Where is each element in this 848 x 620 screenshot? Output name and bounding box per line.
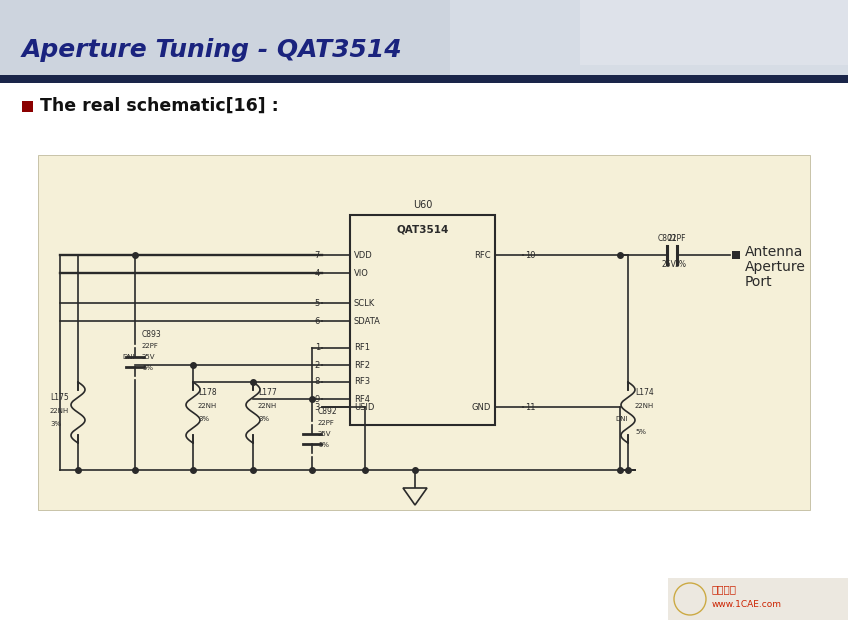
Text: 25V: 25V: [318, 431, 332, 437]
Text: 22NH: 22NH: [198, 403, 217, 409]
Text: 25V: 25V: [142, 354, 155, 360]
Text: 9: 9: [315, 394, 320, 404]
Text: 3%: 3%: [50, 421, 61, 427]
Text: CAE.COM: CAE.COM: [365, 318, 494, 342]
Text: 3%: 3%: [198, 416, 209, 422]
Text: VIO: VIO: [354, 268, 369, 278]
Text: 仿真在线: 仿真在线: [712, 584, 737, 594]
Text: L178: L178: [198, 388, 216, 397]
Text: DNI: DNI: [615, 416, 628, 422]
Text: RF4: RF4: [354, 394, 370, 404]
Text: 5%: 5%: [142, 365, 153, 371]
Text: 1: 1: [315, 343, 320, 353]
Text: 25V: 25V: [662, 260, 677, 269]
Bar: [38, 155, 810, 510]
Bar: [580, 0, 848, 65]
Text: DNI: DNI: [122, 354, 135, 360]
Bar: [732, 251, 740, 259]
Text: 3: 3: [315, 402, 320, 412]
Text: 22PF: 22PF: [318, 420, 335, 426]
Text: SCLK: SCLK: [354, 298, 376, 308]
Text: 7: 7: [315, 250, 320, 260]
Text: Port: Port: [745, 275, 773, 289]
Bar: [350, 215, 495, 425]
Bar: [0, 75, 848, 83]
Bar: [668, 578, 848, 620]
Text: QAT3514: QAT3514: [396, 224, 449, 234]
Text: VDD: VDD: [354, 250, 373, 260]
Text: RF1: RF1: [354, 343, 370, 353]
Text: RF2: RF2: [354, 360, 370, 370]
Text: The real schematic[16] :: The real schematic[16] :: [40, 97, 279, 115]
Text: L174: L174: [635, 388, 654, 397]
Text: C892: C892: [318, 407, 338, 416]
Text: 22NH: 22NH: [50, 408, 70, 414]
Polygon shape: [403, 488, 427, 505]
Text: 5%: 5%: [318, 442, 329, 448]
Text: www.1CAE.com: www.1CAE.com: [712, 600, 782, 609]
Bar: [22, 101, 33, 112]
Text: 22PF: 22PF: [142, 343, 159, 349]
Text: 22PF: 22PF: [667, 234, 685, 243]
Bar: [0, 83, 848, 620]
Text: 22NH: 22NH: [258, 403, 277, 409]
Text: Antenna: Antenna: [745, 245, 803, 259]
Text: 5%: 5%: [635, 429, 646, 435]
Text: Aperture: Aperture: [745, 260, 806, 274]
Bar: [0, 0, 848, 75]
Bar: [450, 0, 848, 75]
Text: RF3: RF3: [354, 378, 370, 386]
Text: USID: USID: [354, 402, 374, 412]
Text: 11: 11: [525, 402, 535, 412]
Text: RFC: RFC: [474, 250, 491, 260]
Text: 8: 8: [315, 378, 320, 386]
Text: 22NH: 22NH: [635, 403, 655, 409]
Text: L177: L177: [258, 388, 276, 397]
Text: U60: U60: [413, 200, 432, 210]
Text: 2: 2: [315, 360, 320, 370]
Text: 5%: 5%: [674, 260, 686, 269]
Text: C893: C893: [142, 330, 162, 339]
Text: 3%: 3%: [258, 416, 269, 422]
Text: 4: 4: [315, 268, 320, 278]
Text: L175: L175: [50, 393, 69, 402]
Text: Aperture Tuning - QAT3514: Aperture Tuning - QAT3514: [22, 38, 403, 62]
Text: 5: 5: [315, 298, 320, 308]
Text: C801: C801: [658, 234, 678, 243]
Text: GND: GND: [471, 402, 491, 412]
Text: SDATA: SDATA: [354, 316, 381, 326]
Text: 10: 10: [525, 250, 535, 260]
Text: 6: 6: [315, 316, 320, 326]
